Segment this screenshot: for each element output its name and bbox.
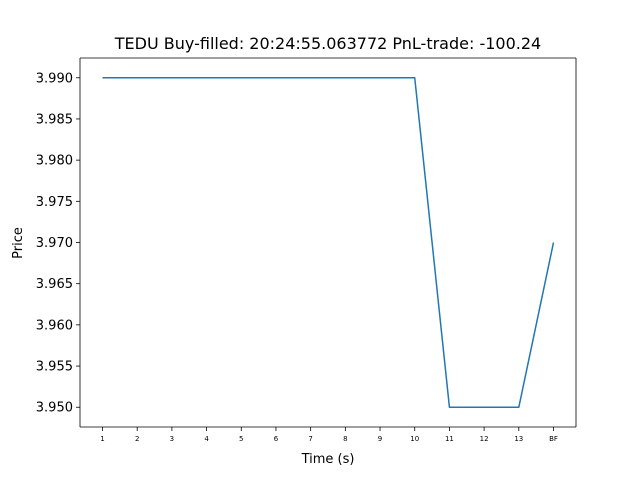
x-tick-label: 2 <box>135 435 139 443</box>
y-axis-label: Price <box>11 227 26 259</box>
y-axis-ticks: 3.950 3.955 3.960 3.965 3.970 3.975 3.980 3.985… <box>36 71 80 416</box>
x-tick-label: 5 <box>239 435 243 443</box>
plot-area <box>80 58 576 427</box>
x-tick-label: 8 <box>343 435 347 443</box>
x-tick-label: BF <box>549 435 558 443</box>
y-tick-label: 3.985 <box>36 112 73 127</box>
y-tick-label: 3.965 <box>36 277 73 292</box>
plot-frame <box>79 57 577 428</box>
x-tick-label: 6 <box>274 435 279 443</box>
x-tick-label: 9 <box>378 435 382 443</box>
y-tick-label: 3.960 <box>36 318 73 333</box>
x-tick-label: 11 <box>445 435 454 443</box>
price-series-line <box>102 77 555 408</box>
x-tick-label: 13 <box>514 435 523 443</box>
x-tick-label: 12 <box>480 435 489 443</box>
x-tick-label: 1 <box>100 435 104 443</box>
y-tick-label: 3.980 <box>36 154 73 169</box>
x-tick-label: 4 <box>204 435 209 443</box>
x-axis-ticks: 1 2 3 4 5 6 7 8 9 10 11 12 13 BF <box>100 427 558 443</box>
chart-title: TEDU Buy-filled: 20:24:55.063772 PnL-tra… <box>114 34 541 53</box>
y-tick-label: 3.990 <box>36 71 73 86</box>
x-tick-label: 7 <box>308 435 312 443</box>
y-tick-label: 3.970 <box>36 236 73 251</box>
x-tick-label: 3 <box>170 435 174 443</box>
y-tick-label: 3.975 <box>36 195 73 210</box>
x-tick-label: 10 <box>410 435 419 443</box>
y-tick-label: 3.955 <box>36 360 73 375</box>
y-tick-label: 3.950 <box>36 401 73 416</box>
x-axis-label: Time (s) <box>301 452 355 467</box>
